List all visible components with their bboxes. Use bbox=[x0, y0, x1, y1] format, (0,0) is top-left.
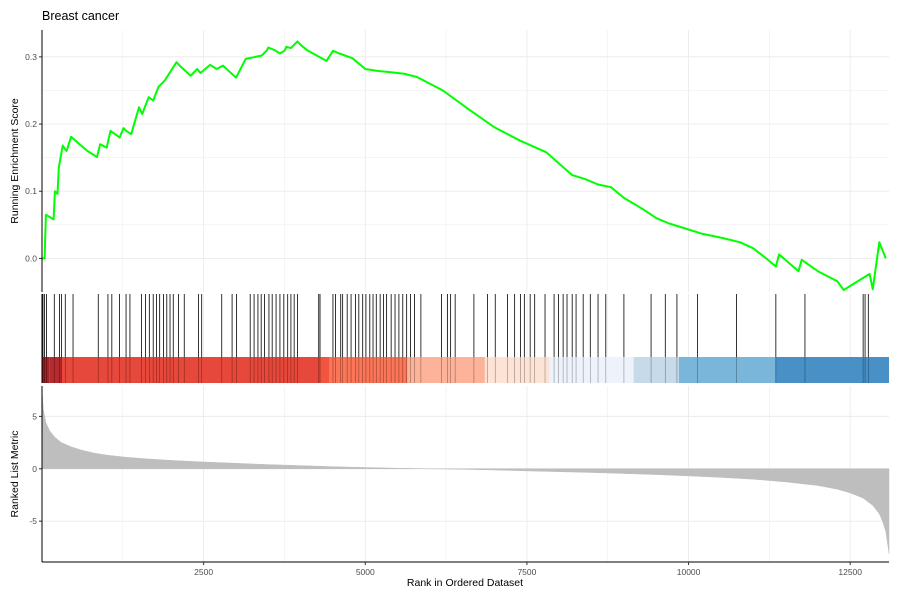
ranked-metric-y-ticks: -5 0 5 bbox=[29, 411, 42, 526]
x-tick-label: 5000 bbox=[356, 567, 375, 577]
y-tick-label: -5 bbox=[29, 516, 37, 526]
running-score-y-ticks: 0.0 0.1 0.2 0.3 bbox=[25, 52, 42, 263]
x-tick-label: 12500 bbox=[838, 567, 862, 577]
y-tick-label: 0.3 bbox=[25, 52, 37, 62]
rank-color-band bbox=[549, 357, 634, 383]
x-tick-label: 7500 bbox=[517, 567, 536, 577]
running-score-gridlines bbox=[42, 30, 889, 292]
chart-title: Breast cancer bbox=[42, 9, 119, 23]
rank-color-band bbox=[320, 357, 330, 383]
rank-color-band bbox=[775, 357, 889, 383]
rank-color-bands bbox=[42, 357, 889, 383]
y-tick-label: 5 bbox=[32, 411, 37, 421]
y-tick-label: 0.1 bbox=[25, 186, 37, 196]
rank-color-band bbox=[42, 357, 50, 383]
rank-color-band bbox=[49, 357, 62, 383]
x-axis-ticks: 2500 5000 7500 10000 12500 bbox=[194, 562, 862, 577]
rank-color-band bbox=[633, 357, 679, 383]
y-tick-label: 0.2 bbox=[25, 119, 37, 129]
x-tick-label: 10000 bbox=[677, 567, 701, 577]
running-score-line bbox=[42, 40, 887, 291]
ranked-metric-y-axis-label: Ranked List Metric bbox=[9, 431, 21, 518]
x-tick-label: 2500 bbox=[194, 567, 213, 577]
running-score-series bbox=[42, 40, 887, 291]
running-score-y-axis-label: Running Enrichment Score bbox=[9, 98, 21, 224]
rank-color-band bbox=[407, 357, 485, 383]
x-axis-label: Rank in Ordered Dataset bbox=[407, 577, 523, 589]
rank-color-band bbox=[329, 357, 408, 383]
rank-color-band bbox=[484, 357, 550, 383]
rank-color-band bbox=[61, 357, 321, 383]
rank-color-band bbox=[678, 357, 776, 383]
y-tick-label: 0 bbox=[32, 464, 37, 474]
ranked-metric-area bbox=[41, 389, 890, 554]
y-tick-label: 0.0 bbox=[25, 253, 37, 263]
ranked-metric-series bbox=[41, 389, 890, 554]
